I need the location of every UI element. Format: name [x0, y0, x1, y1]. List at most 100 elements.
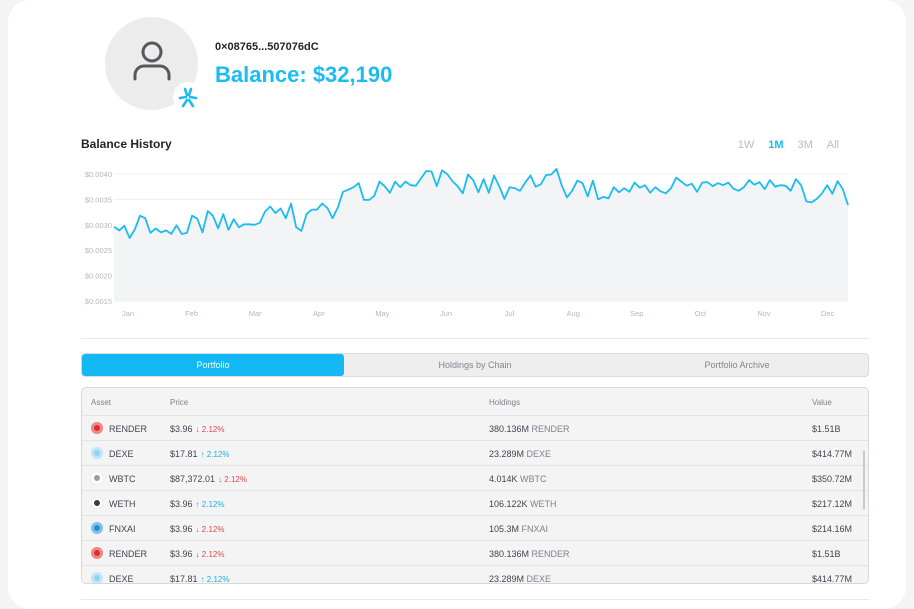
bottom-divider — [81, 599, 869, 600]
asset-name: FNXAI — [109, 524, 136, 534]
table-scrollbar[interactable] — [863, 450, 865, 510]
change-value: 2.12% — [201, 525, 225, 534]
asset-name: WETH — [109, 499, 136, 509]
change-value: 2.12% — [201, 550, 225, 559]
fnxai-coin-icon — [91, 522, 103, 534]
asset-name: WBTC — [109, 474, 136, 484]
price-value: $17.81 — [170, 574, 198, 584]
price-value: $3.96 — [170, 499, 193, 509]
asset-name: RENDER — [109, 549, 148, 559]
range-selector: 1W 1M 3M All — [724, 139, 839, 151]
table-row[interactable]: FNXAI $3.96 ↓ 2.12% 105.3M FNXAI $214.16M — [82, 515, 868, 540]
price-change: ↑ 2.12% — [201, 450, 230, 459]
holdings-symbol: DEXE — [526, 574, 552, 584]
holdings-symbol: RENDER — [531, 549, 570, 559]
range-1w[interactable]: 1W — [737, 139, 755, 151]
range-1m[interactable]: 1M — [768, 139, 784, 151]
asset-value: $1.51B — [812, 549, 841, 559]
y-tick-label: $0.0025 — [85, 246, 112, 255]
table-row[interactable]: DEXE $17.81 ↑ 2.12% 23.289M DEXE $414.77M — [82, 565, 868, 584]
balance-history-chart: $0.0040 $0.0035 $0.0030 $0.0025 $0.0020 $0.00… — [85, 168, 849, 318]
header-price[interactable]: Price — [170, 398, 189, 407]
asset-value: $350.72M — [812, 474, 853, 484]
network-badge — [173, 82, 203, 112]
arrow-up-icon: ↑ — [200, 575, 205, 584]
price-change: ↓ 2.12% — [196, 550, 225, 559]
table-row[interactable]: WETH $3.96 ↑ 2.12% 106.122K WETH $217.12M — [82, 490, 868, 515]
change-value: 2.12% — [201, 425, 225, 434]
render-coin-icon — [91, 422, 103, 434]
asset-price: $87,372.01 ↓ 2.12% — [170, 474, 247, 484]
series-line — [113, 168, 849, 239]
holdings-table: Asset Price Holdings Value RENDER $3.96 ↓ … — [81, 387, 869, 584]
section-divider — [81, 338, 869, 339]
holdings-amount: 105.3M — [489, 524, 520, 534]
holdings-amount: 23.289M — [489, 574, 525, 584]
avatar — [105, 17, 198, 110]
price-change: ↑ 2.12% — [200, 575, 230, 584]
x-tick-label: Jun — [440, 309, 452, 318]
price-value: $87,372.01 — [170, 474, 216, 484]
y-tick-label: $0.0020 — [85, 272, 112, 281]
tab-holdings-by-chain[interactable]: Holdings by Chain — [438, 360, 512, 370]
portfolio-tabs: Portfolio Holdings by Chain Portfolio Ar… — [81, 353, 869, 377]
holdings-symbol: WETH — [530, 499, 557, 509]
header-holdings[interactable]: Holdings — [489, 398, 521, 407]
tab-portfolio[interactable]: Portfolio — [82, 354, 344, 376]
tab-portfolio-archive[interactable]: Portfolio Archive — [704, 360, 770, 370]
table-row[interactable]: RENDER $3.96 ↓ 2.12% 380.136M RENDER $1.51B — [82, 415, 868, 440]
arrow-down-icon: ↓ — [195, 425, 200, 434]
y-tick-label: $0.0030 — [85, 221, 112, 230]
table-row[interactable]: DEXE $17.81 ↑ 2.12% 23.289M DEXE $414.77M — [82, 440, 868, 465]
arrow-down-icon: ↓ — [218, 475, 223, 484]
render-coin-icon — [91, 547, 103, 559]
asset-price: $3.96 ↓ 2.12% — [170, 524, 224, 534]
range-3m[interactable]: 3M — [797, 139, 813, 151]
asset-value: $414.77M — [812, 574, 853, 584]
holdings-amount: 380.136M — [489, 549, 530, 559]
holdings-symbol: FNXAI — [521, 524, 549, 534]
holdings-symbol: WBTC — [520, 474, 547, 484]
change-value: 2.12% — [206, 575, 230, 584]
change-value: 2.12% — [206, 450, 230, 459]
x-tick-label: Aug — [567, 309, 580, 318]
table-row[interactable]: WBTC $87,372.01 ↓ 2.12% 4.014K WBTC $350.72M — [82, 465, 868, 490]
y-tick-label: $0.0015 — [85, 297, 112, 306]
user-icon — [133, 41, 171, 81]
x-tick-label: Apr — [313, 309, 325, 318]
price-change: ↓ 2.12% — [196, 525, 225, 534]
price-change: ↓ 2.12% — [218, 475, 247, 484]
asset-holdings: 380.136M RENDER — [489, 549, 570, 559]
wallet-card: 0×08765...507076dC Balance: $32,190 Bala… — [8, 0, 906, 609]
header-value[interactable]: Value — [812, 398, 832, 407]
asset-holdings: 23.289M DEXE — [489, 574, 552, 584]
x-tick-label: Feb — [185, 309, 198, 318]
asset-holdings: 380.136M RENDER — [489, 424, 570, 434]
balance-history-title: Balance History — [81, 137, 172, 151]
price-change: ↑ 2.12% — [196, 500, 225, 509]
x-tick-label: Jan — [122, 309, 134, 318]
asset-name: RENDER — [109, 424, 148, 434]
asset-price: $3.96 ↑ 2.12% — [170, 499, 224, 509]
network-badge-icon — [178, 87, 198, 108]
change-value: 2.12% — [224, 475, 247, 484]
table-row[interactable]: RENDER $3.96 ↓ 2.12% 380.136M RENDER $1.51B — [82, 540, 868, 565]
asset-price: $3.96 ↓ 2.12% — [170, 424, 224, 434]
x-tick-label: Oct — [695, 309, 708, 318]
asset-price: $3.96 ↓ 2.12% — [170, 549, 224, 559]
asset-value: $217.12M — [812, 499, 853, 509]
wallet-balance: Balance: $32,190 — [215, 62, 393, 87]
header-asset[interactable]: Asset — [91, 398, 112, 407]
asset-holdings: 106.122K WETH — [489, 499, 557, 509]
arrow-up-icon: ↑ — [200, 450, 205, 459]
price-change: ↓ 2.12% — [196, 425, 225, 434]
arrow-down-icon: ↓ — [195, 525, 200, 534]
x-tick-label: Sep — [630, 309, 643, 318]
y-tick-label: $0.0035 — [85, 195, 112, 204]
price-value: $3.96 — [170, 549, 193, 559]
series-area — [114, 168, 848, 301]
wallet-address[interactable]: 0×08765...507076dC — [215, 41, 319, 53]
range-all[interactable]: All — [826, 139, 839, 151]
arrow-up-icon: ↑ — [195, 500, 200, 509]
asset-name: DEXE — [109, 574, 134, 584]
